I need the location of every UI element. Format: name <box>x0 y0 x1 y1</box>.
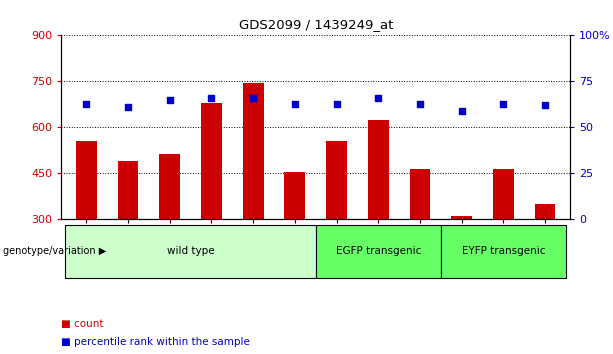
Text: ■ count: ■ count <box>61 319 104 329</box>
Bar <box>451 216 472 312</box>
Point <box>457 108 466 114</box>
Point <box>248 95 258 101</box>
Point <box>332 101 341 106</box>
Bar <box>493 169 514 312</box>
Bar <box>76 141 97 312</box>
Bar <box>201 103 222 312</box>
Bar <box>535 204 555 312</box>
Text: EGFP transgenic: EGFP transgenic <box>335 246 421 256</box>
Point <box>540 103 550 108</box>
Title: GDS2099 / 1439249_at: GDS2099 / 1439249_at <box>238 18 393 32</box>
Point <box>415 101 425 106</box>
Bar <box>243 83 264 312</box>
Point <box>373 95 383 101</box>
Point <box>498 101 508 106</box>
Point <box>290 101 300 106</box>
Bar <box>409 169 430 312</box>
Point <box>123 104 133 110</box>
Bar <box>326 141 347 312</box>
Text: genotype/variation ▶: genotype/variation ▶ <box>3 246 106 256</box>
Bar <box>284 172 305 312</box>
Point <box>82 101 91 106</box>
Bar <box>159 154 180 312</box>
Point <box>165 97 175 103</box>
Text: EYFP transgenic: EYFP transgenic <box>462 246 545 256</box>
Text: wild type: wild type <box>167 246 215 256</box>
Bar <box>118 161 139 312</box>
Bar <box>368 120 389 312</box>
Text: ■ percentile rank within the sample: ■ percentile rank within the sample <box>61 337 250 347</box>
Point <box>207 95 216 101</box>
